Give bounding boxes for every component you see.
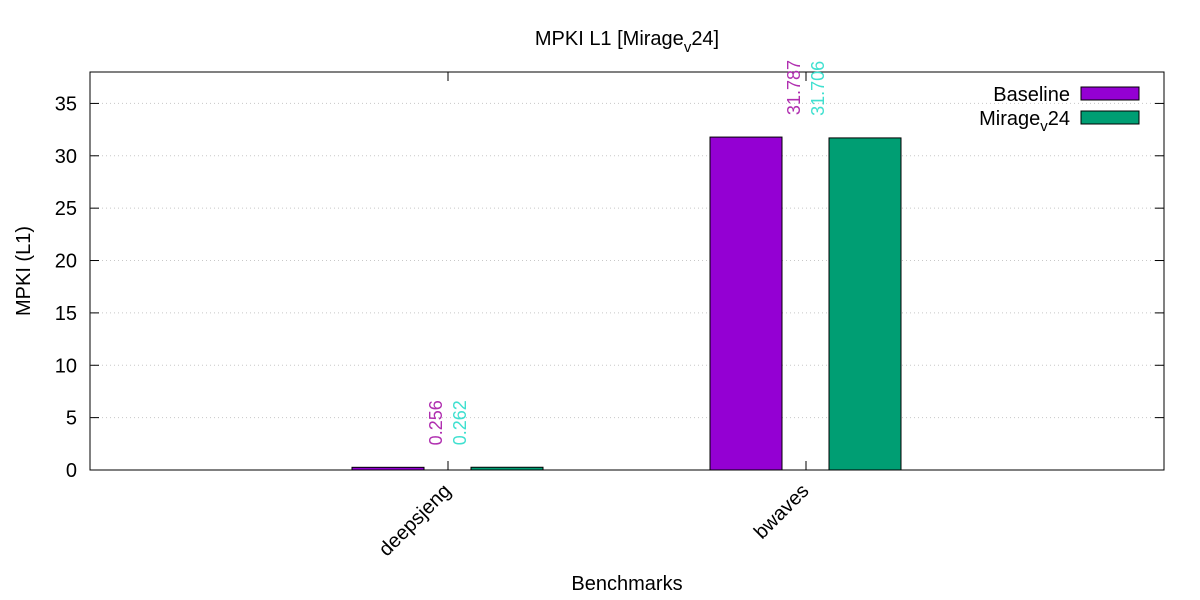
bar-deepsjeng-mirage — [470, 466, 544, 471]
bars — [351, 136, 902, 471]
legend-swatch-baseline — [1080, 86, 1140, 101]
value-label: 0.256 — [426, 400, 446, 445]
bar-bwaves-mirage — [828, 137, 902, 471]
grid-lines — [90, 102, 1164, 419]
y-axis: 0 5 10 15 20 25 30 35 — [55, 93, 1164, 482]
y-tick-label: 35 — [55, 93, 77, 115]
value-label: 0.262 — [450, 400, 470, 445]
y-tick-label: 0 — [66, 460, 77, 482]
value-label: 31.706 — [808, 61, 828, 116]
bar-deepsjeng-baseline — [351, 466, 425, 471]
plot-frame — [89, 71, 1165, 471]
legend-label-mirage: Miragev24 — [979, 108, 1070, 135]
legend: Baseline Miragev24 — [979, 84, 1140, 135]
legend-swatch-mirage — [1080, 110, 1140, 125]
value-label: 31.787 — [784, 60, 804, 115]
x-axis-title: Benchmarks — [571, 573, 682, 595]
y-tick-label: 10 — [55, 355, 77, 377]
y-tick-label: 30 — [55, 146, 77, 168]
chart-title: MPKI L1 [Miragev24] — [535, 28, 719, 56]
y-axis-title: MPKI (L1) — [13, 226, 35, 316]
x-tick-label-deepsjeng: deepsjeng — [375, 480, 456, 561]
value-labels: 0.256 31.787 0.262 31.706 — [426, 60, 828, 445]
y-tick-label: 5 — [66, 408, 77, 430]
y-tick-label: 20 — [55, 251, 77, 273]
legend-label-baseline: Baseline — [993, 84, 1070, 106]
y-tick-label: 15 — [55, 303, 77, 325]
x-tick-label-bwaves: bwaves — [750, 480, 814, 544]
y-tick-label: 25 — [55, 198, 77, 220]
bar-bwaves-baseline — [709, 136, 783, 471]
